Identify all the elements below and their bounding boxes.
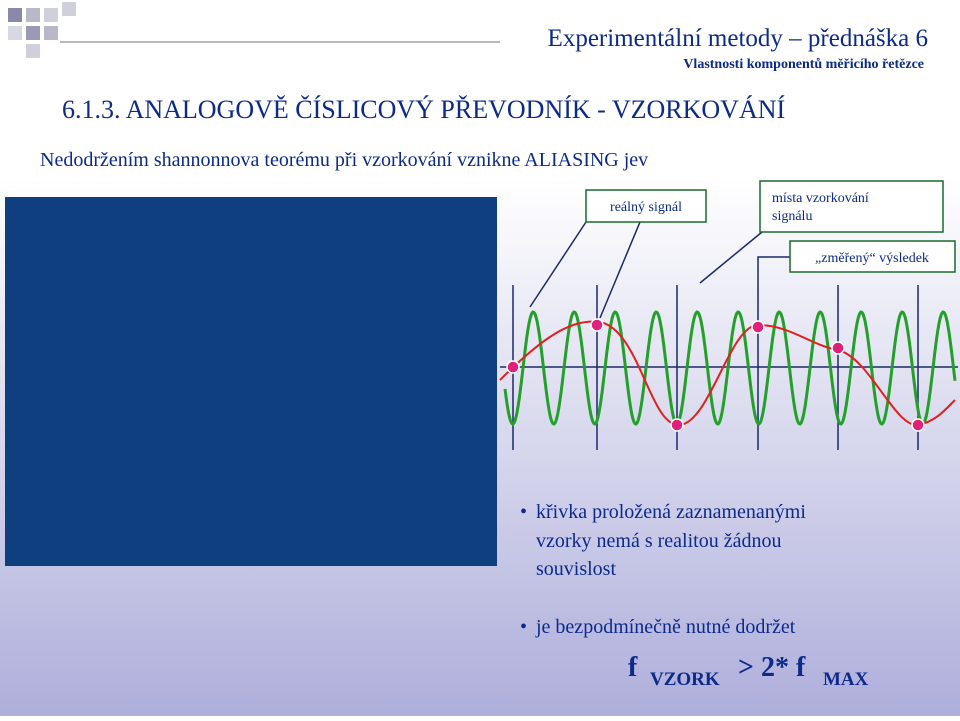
image-placeholder	[5, 197, 497, 566]
header-subtitle: Vlastnosti komponentů měřicího řetězce	[683, 57, 924, 72]
real-signal-curve	[503, 310, 957, 426]
label-box	[585, 189, 707, 223]
formula: f VZORK > 2* f MAX	[628, 652, 869, 690]
formula-sub: MAX	[823, 669, 869, 690]
note-line: je bezpodmínečně nutné dodržet	[535, 616, 796, 638]
label-box	[789, 240, 956, 273]
decor-squares	[8, 2, 76, 58]
callout-lines	[529, 221, 790, 319]
sampling-label: signálu	[772, 209, 812, 224]
notes: • křivka proložená zaznamenanými vzorky …	[520, 501, 806, 638]
bullet: •	[520, 501, 527, 523]
formula-part: f	[628, 652, 638, 683]
formula-part: > 2* f	[738, 652, 806, 683]
sampling-label: místa vzorkování	[772, 191, 869, 206]
sample-points	[506, 318, 925, 432]
measured-label: „změřený“ výsledek	[815, 251, 929, 266]
real-signal-label: reálný signál	[610, 200, 682, 215]
section-heading: 6.1.3. ANALOGOVĚ ČÍSLICOVÝ PŘEVODNÍK - V…	[62, 95, 785, 124]
bullet: •	[520, 616, 527, 638]
section-intro: Nedodržením shannonnova teorému při vzor…	[40, 149, 648, 171]
diagram: reálný signál místa vzorkování signálu „…	[499, 180, 958, 450]
note-line: souvislost	[536, 558, 616, 580]
note-line: křivka proložená zaznamenanými	[536, 501, 806, 523]
note-line: vzorky nemá s realitou žádnou	[536, 530, 781, 552]
header-title: Experimentální metody – přednáška 6	[548, 25, 928, 52]
label-box	[759, 180, 944, 233]
formula-sub: VZORK	[650, 669, 720, 690]
